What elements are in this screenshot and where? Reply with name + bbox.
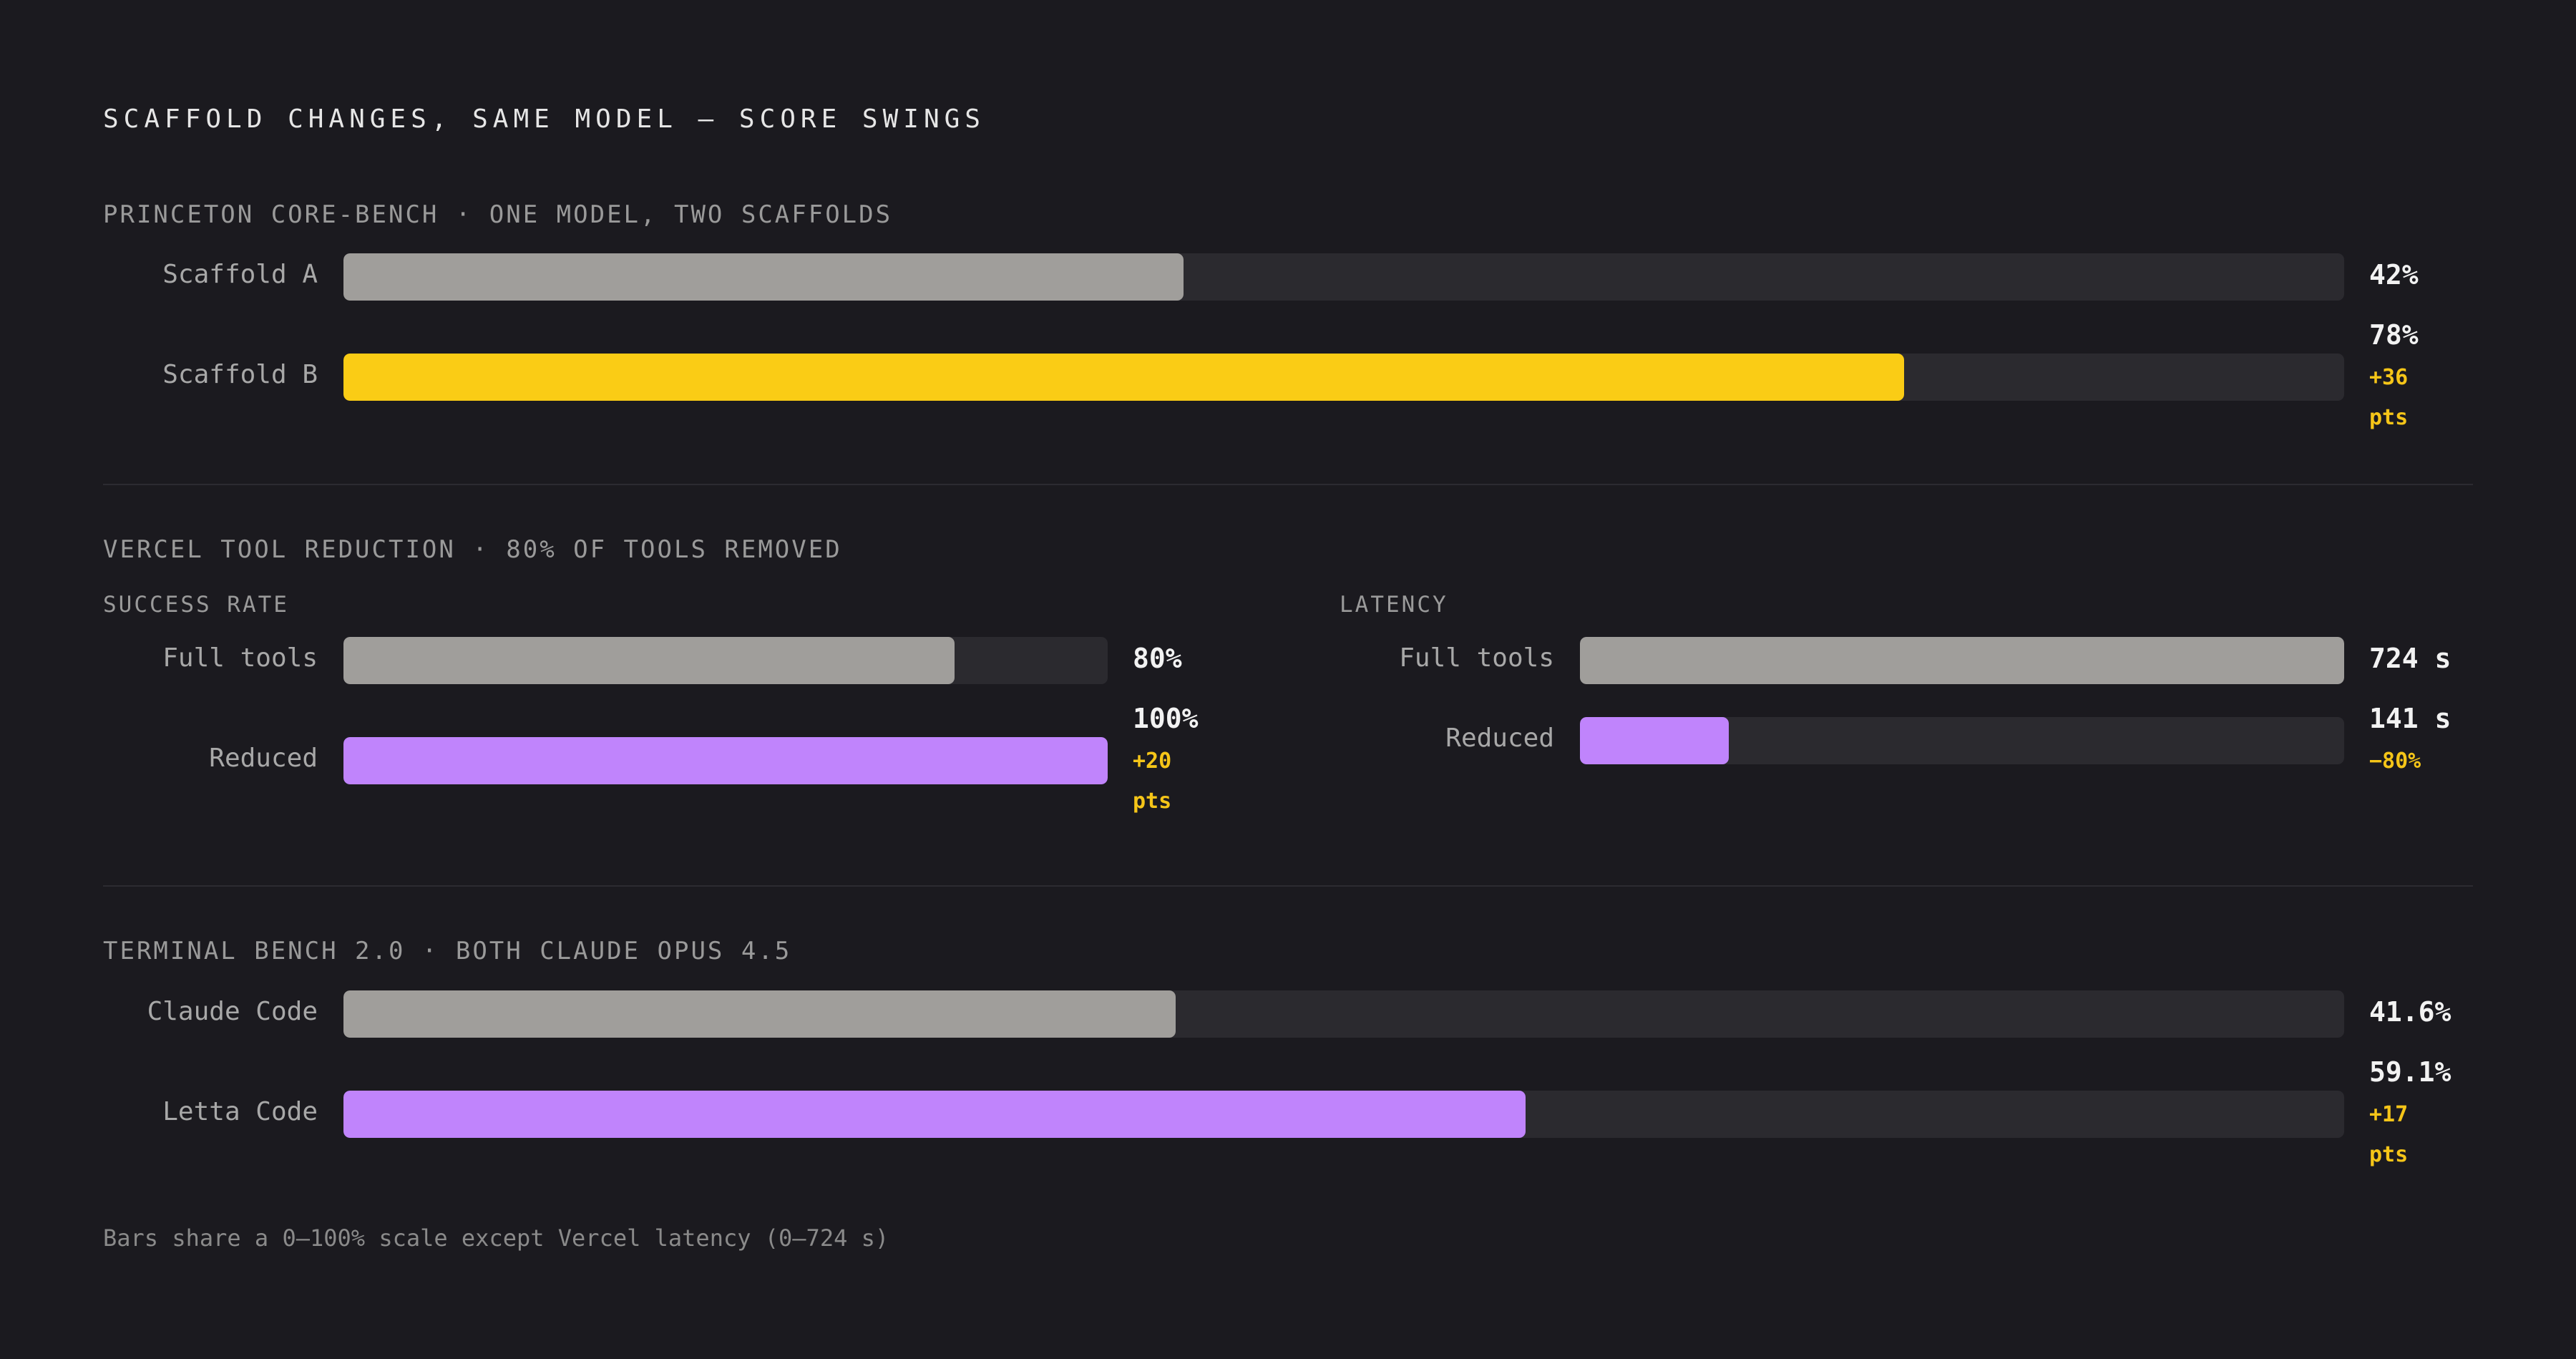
value-label-full-tools-latency: 724 s (2369, 643, 2451, 674)
bar-track (343, 637, 1108, 684)
bar-letta-code (343, 1091, 1526, 1138)
bar-label-reduced-latency: Reduced (1445, 724, 1554, 753)
bar-track (1580, 717, 2344, 764)
bar-label-claude-code: Claude Code (147, 997, 318, 1026)
value-label-reduced-latency: 141 s (2369, 703, 2451, 734)
delta-label-letta-code: +17 pts (2369, 1102, 2409, 1167)
bar-label-full-tools-success: Full tools (162, 643, 318, 673)
bar-track (343, 990, 2344, 1038)
latency-subtitle: LATENCY (1340, 592, 1448, 618)
vercel-section-title: VERCEL TOOL REDUCTION · 80% OF TOOLS REM… (103, 535, 842, 564)
delta-label-reduced-latency: −80% (2369, 749, 2421, 774)
section-divider (103, 885, 2473, 887)
value-label-scaffold-a: 42% (2369, 259, 2419, 291)
princeton-section-title: PRINCETON CORE-BENCH · ONE MODEL, TWO SC… (103, 200, 893, 229)
bar-label-scaffold-a: Scaffold A (162, 260, 318, 289)
delta-label-scaffold-b: +36 pts (2369, 365, 2409, 430)
bar-track (343, 354, 2344, 401)
value-label-letta-code: 59.1% (2369, 1056, 2451, 1088)
value-label-claude-code: 41.6% (2369, 996, 2451, 1028)
delta-label-reduced-success: +20 pts (1133, 749, 1172, 814)
value-label-reduced-success: 100% (1133, 703, 1199, 734)
terminal-bench-section-title: TERMINAL BENCH 2.0 · BOTH CLAUDE OPUS 4.… (103, 937, 792, 965)
bar-track (343, 1091, 2344, 1138)
success-rate-subtitle: SUCCESS RATE (103, 592, 289, 618)
section-divider (103, 484, 2473, 485)
bar-reduced-success (343, 737, 1108, 784)
value-label-full-tools-success: 80% (1133, 643, 1182, 674)
bar-label-scaffold-b: Scaffold B (162, 360, 318, 389)
bar-track (343, 253, 2344, 301)
bar-scaffold-b (343, 354, 1904, 401)
bar-reduced-latency (1580, 717, 1729, 764)
bar-label-reduced-success: Reduced (209, 744, 318, 773)
bar-full-tools-success (343, 637, 955, 684)
bar-full-tools-latency (1580, 637, 2344, 684)
chart-title: SCAFFOLD CHANGES, SAME MODEL — SCORE SWI… (103, 104, 985, 134)
bar-track (343, 737, 1108, 784)
bar-label-letta-code: Letta Code (162, 1097, 318, 1126)
bar-claude-code (343, 990, 1176, 1038)
value-label-scaffold-b: 78% (2369, 319, 2419, 351)
bar-scaffold-a (343, 253, 1184, 301)
footnote: Bars share a 0–100% scale except Vercel … (103, 1224, 889, 1252)
bar-track (1580, 637, 2344, 684)
bar-label-full-tools-latency: Full tools (1399, 643, 1554, 673)
